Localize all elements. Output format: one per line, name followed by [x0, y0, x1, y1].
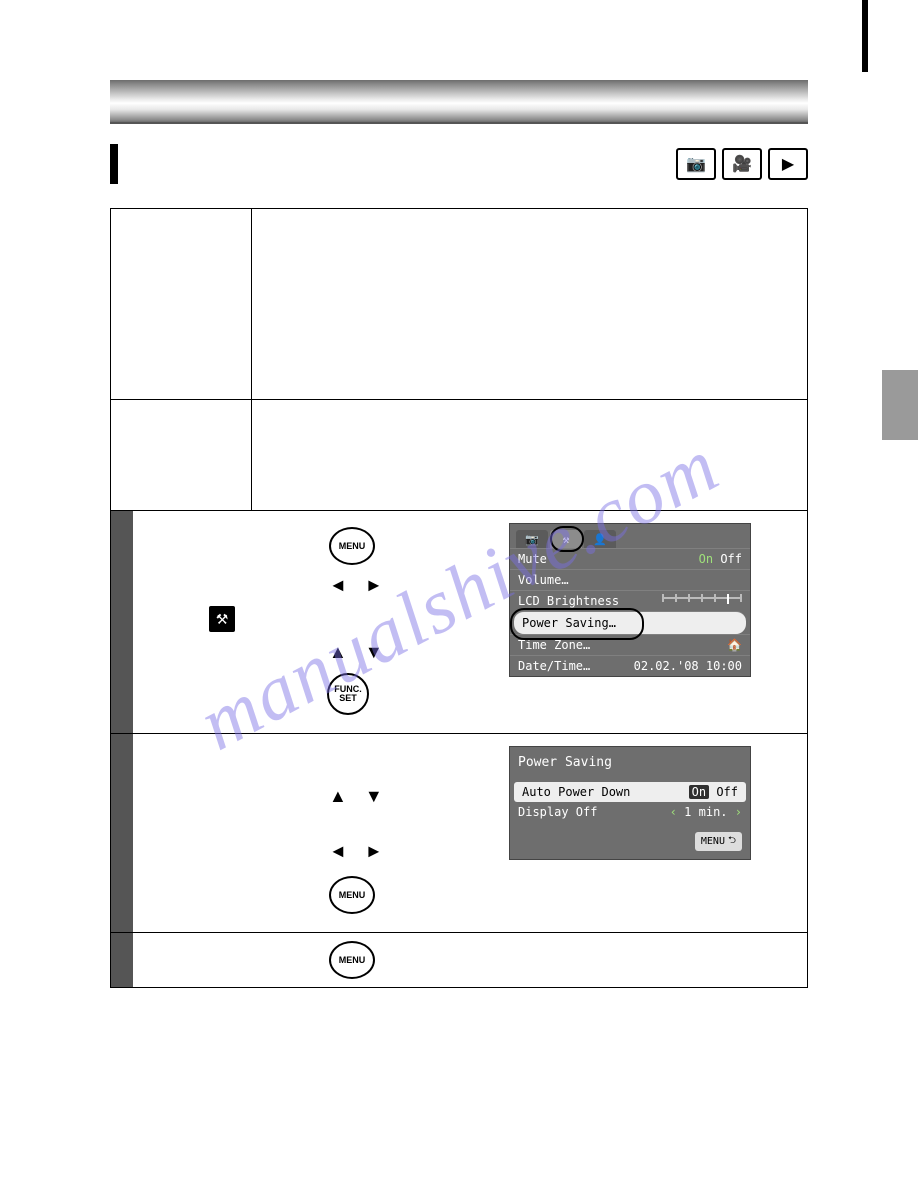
mode-icons-group: 📷 🎥 ▶	[676, 148, 808, 180]
table-row	[111, 400, 807, 511]
left-chevron-icon: ‹	[670, 805, 684, 819]
lcd-setting-label: Auto Power Down	[522, 785, 630, 799]
lcd-value-off: Off	[716, 785, 738, 799]
step-2: ▲ ▼ ◄ ► MENU Powe	[110, 734, 808, 933]
lcd-item-label: Mute	[518, 552, 547, 566]
down-arrow-icon: ▼	[365, 786, 383, 807]
camera-lcd-power-saving: Power Saving Auto Power Down On Off Disp	[509, 746, 751, 860]
camera-icon: 📷	[525, 533, 539, 546]
lcd-item-label: Date/Time…	[518, 659, 590, 673]
lcd-menu-list: Mute On Off Volume… L	[510, 548, 750, 676]
right-chevron-icon: ›	[735, 805, 742, 819]
menu-label: MENU	[701, 836, 725, 847]
table-row	[111, 209, 807, 400]
menu-button-label: MENU	[339, 956, 366, 965]
menu-button-label: MENU	[339, 542, 366, 551]
table-content-cell	[252, 209, 807, 399]
lcd-item-value: 02.02.'08 10:00	[634, 659, 742, 673]
setup-tab-icon: ⚒	[209, 606, 235, 632]
menu-button-label: MENU	[339, 891, 366, 900]
steps-list: MENU ◄ ► ⚒ ▲ ▼	[110, 511, 808, 988]
lcd-item-mute[interactable]: Mute On Off	[510, 548, 750, 569]
menu-button-circle[interactable]: MENU	[329, 876, 375, 914]
lcd-tab-mycamera[interactable]: 👤	[584, 530, 616, 548]
subheader-accent	[110, 144, 118, 184]
right-arrow-icon: ►	[365, 575, 383, 596]
table-label-cell	[111, 400, 252, 510]
set-label: SET	[334, 694, 362, 703]
lcd-setting-auto-power-down[interactable]: Auto Power Down On Off	[514, 782, 746, 802]
lcd-value-on: On	[699, 552, 713, 566]
table-content-cell	[252, 400, 807, 510]
lcd-menu-back-button[interactable]: MENU ⮌	[695, 832, 742, 851]
step-3: MENU	[110, 933, 808, 988]
table-label-cell	[111, 209, 252, 399]
camera-mode-icon: 📷	[676, 148, 716, 180]
lcd-item-label: LCD Brightness	[518, 594, 619, 608]
lcd-setting-value: 1 min.	[684, 805, 727, 819]
section-side-tab	[882, 370, 918, 440]
menu-button-circle[interactable]: MENU	[329, 527, 375, 565]
subheader-row: 📷 🎥 ▶	[110, 144, 808, 184]
lcd-value-on: On	[689, 785, 709, 799]
mycamera-icon: 👤	[593, 533, 607, 546]
left-arrow-icon: ◄	[329, 575, 347, 596]
setup-icon: ⚒	[216, 611, 229, 628]
step-1: MENU ◄ ► ⚒ ▲ ▼	[110, 511, 808, 734]
lcd-screen-title: Power Saving	[510, 747, 750, 778]
lcd-tab-camera[interactable]: 📷	[516, 530, 548, 548]
camera-lcd-setup-menu: 📷 ⚒ 👤 Mute	[509, 523, 751, 677]
lcd-item-label: Volume…	[518, 573, 569, 587]
step-number-bar	[111, 933, 133, 987]
back-arrow-icon: ⮌	[728, 833, 736, 850]
summary-table	[110, 208, 808, 511]
playback-mode-icon: ▶	[768, 148, 808, 180]
lcd-item-datetime[interactable]: Date/Time… 02.02.'08 10:00	[510, 655, 750, 676]
camera-icon: 📷	[686, 154, 706, 174]
home-icon: 🏠	[727, 638, 742, 652]
lcd-item-power-saving[interactable]: Power Saving…	[514, 611, 746, 634]
lcd-value-off: Off	[720, 552, 742, 566]
step-number-bar	[111, 511, 133, 733]
lcd-setting-label: Display Off	[518, 805, 597, 819]
playback-icon: ▶	[782, 154, 794, 174]
func-set-button-circle[interactable]: FUNC. SET	[327, 673, 369, 715]
brightness-slider	[662, 594, 742, 602]
page-corner-bar	[862, 0, 868, 72]
left-arrow-icon: ◄	[329, 841, 347, 862]
lcd-setting-display-off[interactable]: Display Off ‹ 1 min. ›	[510, 802, 750, 822]
lcd-tab-setup[interactable]: ⚒	[550, 530, 582, 548]
up-arrow-icon: ▲	[329, 642, 347, 663]
movie-icon: 🎥	[732, 154, 752, 174]
selection-ring-icon	[550, 526, 584, 552]
selection-ring-icon	[510, 608, 644, 640]
down-arrow-icon: ▼	[365, 642, 383, 663]
up-arrow-icon: ▲	[329, 786, 347, 807]
menu-button-circle[interactable]: MENU	[329, 941, 375, 979]
lcd-item-label: Time Zone…	[518, 638, 590, 652]
section-header-bar	[110, 80, 808, 124]
step-number-bar	[111, 734, 133, 932]
lcd-item-volume[interactable]: Volume…	[510, 569, 750, 590]
movie-mode-icon: 🎥	[722, 148, 762, 180]
right-arrow-icon: ►	[365, 841, 383, 862]
